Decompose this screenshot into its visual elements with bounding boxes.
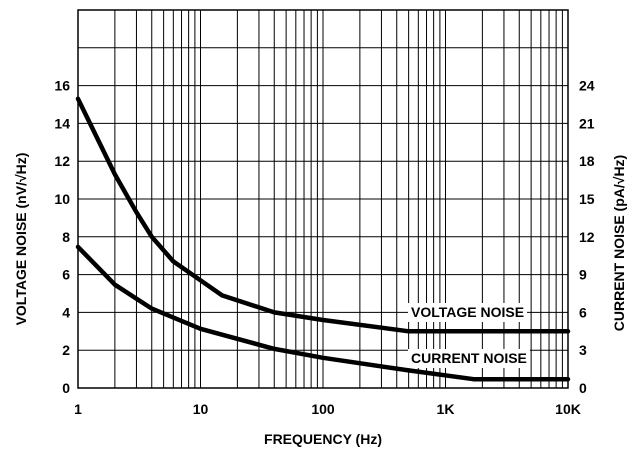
- y-axis-title-right: CURRENT NOISE (pA/√Hz): [611, 155, 627, 331]
- x-tick-label: 10: [193, 401, 209, 417]
- y-left-tick-label: 16: [54, 78, 70, 94]
- y-right-tick-label: 15: [579, 191, 595, 207]
- voltage-noise-curve: [75, 96, 571, 334]
- y-right-tick-label: 12: [579, 229, 595, 245]
- y-right-tick-label: 3: [579, 342, 587, 358]
- y-axis-title-left: VOLTAGE NOISE (nV/√Hz): [13, 153, 29, 326]
- x-tick-label: 1K: [437, 401, 455, 417]
- current-noise-curve: [75, 244, 571, 382]
- x-axis-title: FREQUENCY (Hz): [264, 431, 382, 447]
- y-left-tick-label: 2: [62, 342, 70, 358]
- series-label-background: [408, 303, 528, 322]
- y-left-tick-label: 4: [62, 304, 70, 320]
- series-label-background: [408, 349, 530, 368]
- plot-frame: [77, 9, 569, 389]
- current-noise-label: CURRENT NOISE: [411, 350, 527, 366]
- y-left-tick-label: 12: [54, 153, 70, 169]
- x-tick-label: 100: [311, 401, 335, 417]
- y-right-tick-label: 24: [579, 78, 595, 94]
- series-labels: VOLTAGE NOISE CURRENT NOISE: [408, 303, 530, 368]
- y-left-tick-label: 14: [54, 115, 70, 131]
- y-right-tick-label: 21: [579, 115, 595, 131]
- y-right-tick-label: 18: [579, 153, 595, 169]
- y-right-tick-label: 6: [579, 304, 587, 320]
- voltage-noise-label: VOLTAGE NOISE: [411, 304, 524, 320]
- series: [75, 96, 571, 382]
- y-left-tick-label: 8: [62, 229, 70, 245]
- x-tick-label: 10K: [555, 401, 581, 417]
- y-right-tick-label: 9: [579, 267, 587, 283]
- y-left-tick-label: 0: [62, 380, 70, 396]
- y-left-tick-label: 6: [62, 267, 70, 283]
- y-left-tick-label: 10: [54, 191, 70, 207]
- x-tick-label: 1: [74, 401, 82, 417]
- y-right-tick-label: 0: [579, 380, 587, 396]
